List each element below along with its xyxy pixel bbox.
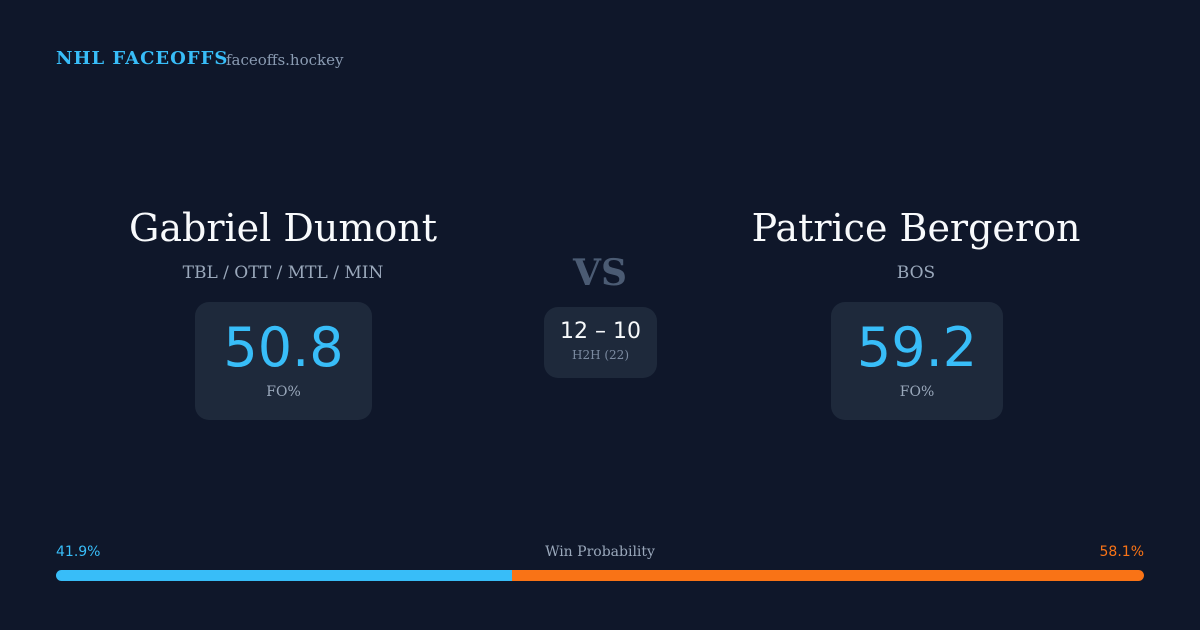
site: faceoffs.hockey xyxy=(226,51,344,69)
fo-value: 59.2 xyxy=(856,316,978,379)
player-teams: TBL / OTT / MTL / MIN xyxy=(182,263,384,283)
fo-label: FO% xyxy=(899,384,935,400)
win-prob-title: Win Probability xyxy=(545,544,655,560)
brand: NHL FACEOFFS xyxy=(56,48,229,69)
h2h-label: H2H (22) xyxy=(571,348,629,362)
win-prob-segment xyxy=(511,570,1144,581)
player-name: Patrice Bergeron xyxy=(751,206,1081,250)
win-prob-segment xyxy=(56,570,512,581)
player-teams: BOS xyxy=(896,263,936,283)
h2h-card: 12 – 10 H2H (22) xyxy=(544,307,657,378)
fo-card: 50.8 FO% xyxy=(195,302,372,420)
fo-card: 59.2 FO% xyxy=(831,302,1003,420)
fo-value: 50.8 xyxy=(223,316,344,379)
win-prob-right: 58.1% xyxy=(1099,544,1144,560)
fo-label: FO% xyxy=(266,384,301,400)
win-prob-bar xyxy=(56,570,1144,581)
win-prob-left: 41.9% xyxy=(56,544,101,560)
vs: VS xyxy=(573,252,627,294)
h2h-score: 12 – 10 xyxy=(560,319,641,344)
player-name: Gabriel Dumont xyxy=(129,206,437,250)
